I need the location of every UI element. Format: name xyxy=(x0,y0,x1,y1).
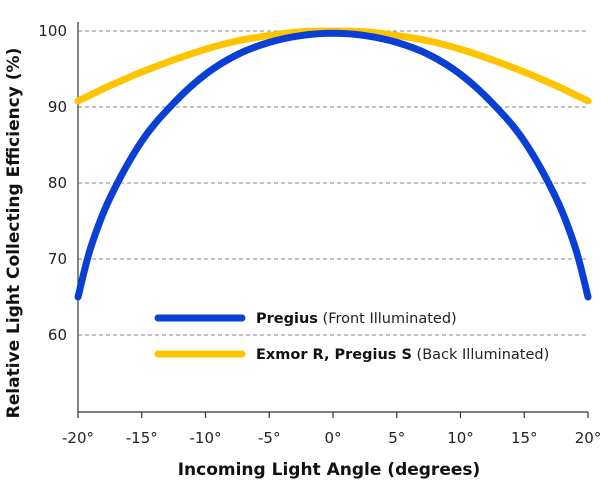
x-axis-title: Incoming Light Angle (degrees) xyxy=(178,460,481,480)
x-tick-label: -5° xyxy=(258,429,280,447)
legend-label: Pregius (Front Illuminated) xyxy=(256,311,457,327)
x-tick-label: -20° xyxy=(62,429,94,447)
legend-label: Exmor R, Pregius S (Back Illuminated) xyxy=(256,347,549,363)
x-tick-label: 5° xyxy=(388,429,405,447)
x-tick-label: -15° xyxy=(126,429,158,447)
x-tick-label: 0° xyxy=(324,429,341,447)
grid-layer xyxy=(78,30,588,336)
axis-layer: 60 70 80 90 100 -20° -15° -10° -5° 0° 5° 10° 15° 20° xyxy=(38,22,601,447)
y-tick-label: 60 xyxy=(48,326,67,344)
legend: Pregius (Front Illuminated) Exmor R, Preg… xyxy=(154,311,549,363)
x-tick-label: 15° xyxy=(511,429,538,447)
series-line-pregius xyxy=(74,29,592,301)
x-tick-label: 10° xyxy=(447,429,474,447)
y-axis-title: Relative Light Collecting Efficiency (%) xyxy=(4,48,24,419)
series-line-exmor-r-pregius-s xyxy=(74,27,592,105)
y-tick-label: 70 xyxy=(48,250,67,268)
y-tick-label: 100 xyxy=(38,22,67,40)
x-tick-label: -10° xyxy=(190,429,222,447)
y-tick-label: 80 xyxy=(48,174,67,192)
y-tick-label: 90 xyxy=(48,98,67,116)
x-tick-label: 20° xyxy=(575,429,602,447)
series-layer xyxy=(74,27,592,301)
